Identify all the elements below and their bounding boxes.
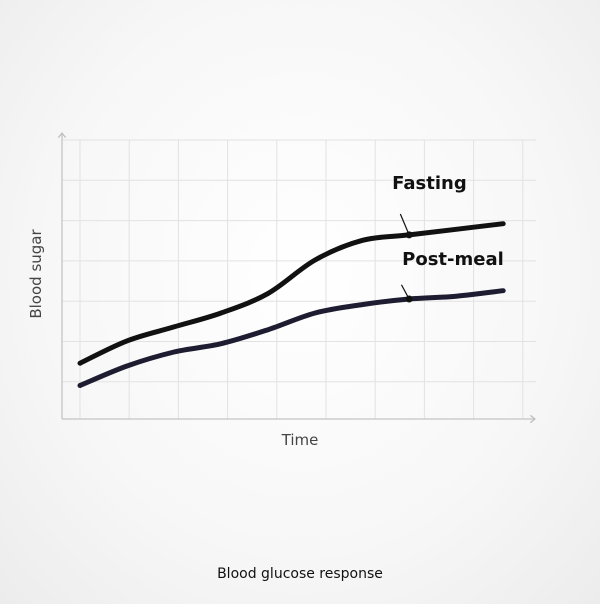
chart-title: Blood glucose response bbox=[217, 566, 383, 582]
series-label-leader bbox=[400, 284, 410, 300]
series-label: Fasting bbox=[392, 173, 467, 194]
grid-lines bbox=[62, 139, 536, 419]
series-label: Post-meal bbox=[402, 249, 504, 270]
y-axis-title: Blood sugar bbox=[27, 229, 45, 319]
series-line-fasting bbox=[77, 221, 506, 366]
series-label-leader bbox=[399, 213, 410, 236]
series-labels: Fasting Post-meal bbox=[392, 173, 504, 303]
x-axis-title: Time bbox=[281, 431, 319, 449]
series-layer bbox=[77, 221, 506, 388]
series-line-post-meal bbox=[77, 288, 506, 388]
